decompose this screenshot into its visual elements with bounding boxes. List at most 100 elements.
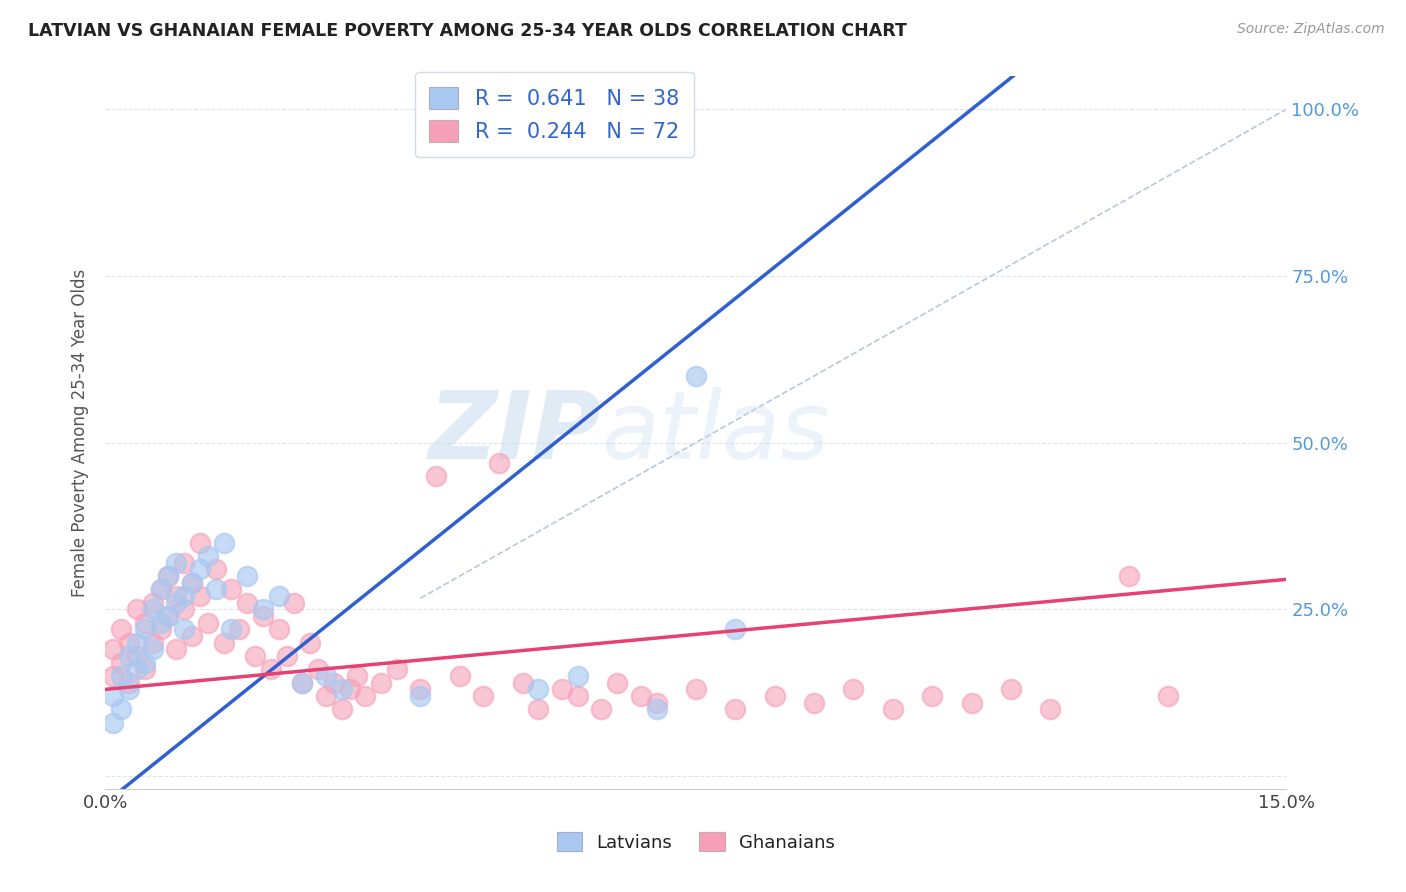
Point (157, 609, 180, 624)
Point (252, 609, 274, 624)
Point (409, 689, 432, 703)
Point (204, 562, 226, 576)
Point (685, 368, 707, 383)
Point (346, 669, 368, 683)
Point (103, 689, 125, 703)
Point (125, 636, 148, 650)
Point (110, 623, 132, 637)
Point (630, 689, 652, 703)
Point (188, 535, 211, 549)
Point (165, 642, 187, 657)
Point (283, 596, 305, 610)
Point (118, 682, 141, 697)
Point (212, 636, 235, 650)
Point (339, 682, 361, 697)
Point (142, 602, 165, 616)
Point (267, 589, 290, 603)
Point (1118, 569, 1140, 583)
Point (173, 589, 195, 603)
Point (645, 702, 668, 716)
Point (354, 689, 377, 703)
Point (252, 602, 274, 616)
Point (842, 682, 865, 697)
Point (173, 623, 195, 637)
Point (291, 675, 314, 690)
Point (472, 689, 495, 703)
Point (110, 669, 132, 683)
Point (118, 648, 141, 663)
Point (228, 623, 250, 637)
Point (165, 589, 187, 603)
Point (103, 715, 125, 730)
Point (134, 623, 156, 637)
Point (724, 623, 747, 637)
Point (165, 596, 187, 610)
Point (409, 682, 432, 697)
Y-axis label: Female Poverty Among 25-34 Year Olds: Female Poverty Among 25-34 Year Olds (72, 268, 90, 597)
Point (221, 582, 243, 597)
Point (591, 702, 613, 716)
Point (188, 562, 211, 576)
Point (763, 689, 786, 703)
Point (188, 589, 211, 603)
Point (960, 696, 983, 710)
Point (221, 623, 243, 637)
Point (125, 662, 148, 676)
Point (204, 582, 226, 597)
Point (125, 602, 148, 616)
Point (197, 615, 219, 630)
Point (134, 662, 156, 676)
Point (157, 569, 180, 583)
Point (291, 675, 314, 690)
Point (236, 596, 259, 610)
Point (567, 669, 589, 683)
Text: Source: ZipAtlas.com: Source: ZipAtlas.com (1237, 22, 1385, 37)
Point (330, 682, 353, 697)
Point (149, 623, 172, 637)
Point (165, 556, 187, 570)
Point (173, 556, 195, 570)
Point (307, 662, 329, 676)
Point (512, 675, 534, 690)
Text: ZIP: ZIP (429, 386, 602, 479)
Point (142, 636, 165, 650)
Point (212, 535, 235, 549)
Point (385, 662, 408, 676)
Point (103, 669, 125, 683)
Point (157, 609, 180, 624)
Point (882, 702, 904, 716)
Point (267, 623, 290, 637)
Point (110, 702, 132, 716)
Point (149, 582, 172, 597)
Point (527, 682, 550, 697)
Point (527, 702, 550, 716)
Point (173, 602, 195, 616)
Point (645, 696, 668, 710)
Point (330, 702, 353, 716)
Point (685, 682, 707, 697)
Point (1157, 689, 1180, 703)
Point (315, 689, 337, 703)
Point (567, 689, 589, 703)
Point (276, 648, 298, 663)
Point (134, 656, 156, 670)
Point (260, 662, 283, 676)
Point (803, 696, 825, 710)
Point (118, 675, 141, 690)
Point (149, 615, 172, 630)
Point (322, 675, 344, 690)
Point (243, 648, 266, 663)
Point (103, 642, 125, 657)
Point (370, 675, 392, 690)
Point (236, 569, 259, 583)
Point (181, 575, 204, 590)
Point (1039, 702, 1062, 716)
Text: atlas: atlas (602, 387, 830, 478)
Point (606, 675, 628, 690)
Point (125, 648, 148, 663)
Point (181, 629, 204, 643)
Point (181, 575, 204, 590)
Point (488, 456, 510, 470)
Point (134, 615, 156, 630)
Point (449, 669, 471, 683)
